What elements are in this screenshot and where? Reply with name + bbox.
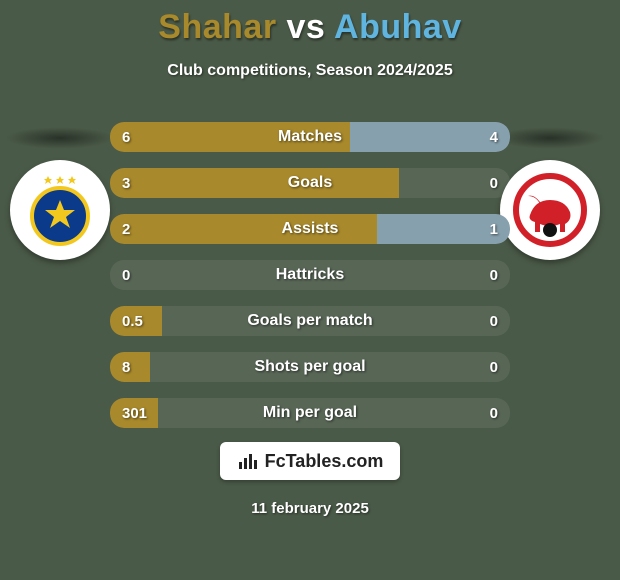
stat-bar-value-right: 0	[490, 260, 498, 290]
stat-bar: Hattricks0 0	[110, 260, 510, 290]
title-player2: Abuhav	[334, 8, 462, 46]
stat-bar: Goals3 0	[110, 168, 510, 198]
stat-bar-value-right: 1	[490, 214, 498, 244]
stat-bar-value-left: 0.5	[122, 306, 143, 336]
stat-bar-label: Matches	[110, 122, 510, 152]
stat-bar-label: Shots per goal	[110, 352, 510, 382]
stat-bar-value-right: 0	[490, 352, 498, 382]
stat-bar-value-left: 8	[122, 352, 130, 382]
shadow-right	[495, 127, 605, 149]
stat-bar-value-left: 6	[122, 122, 130, 152]
stat-bar-label: Hattricks	[110, 260, 510, 290]
stat-bar: Matches6 4	[110, 122, 510, 152]
stat-bar-label: Goals per match	[110, 306, 510, 336]
stat-bar-value-left: 301	[122, 398, 147, 428]
stat-bar-value-right: 0	[490, 306, 498, 336]
source-badge: FcTables.com	[220, 442, 400, 480]
stat-bar: Assists2 1	[110, 214, 510, 244]
title-vs: vs	[287, 8, 326, 46]
subtitle: Club competitions, Season 2024/2025	[0, 62, 620, 80]
stat-bar-value-left: 2	[122, 214, 130, 244]
stat-bar-label: Goals	[110, 168, 510, 198]
stat-bar-value-right: 0	[490, 168, 498, 198]
chart-bars-icon	[237, 450, 259, 472]
club-crest-left-icon	[20, 170, 100, 250]
club-badge-left	[10, 160, 110, 260]
footer-date: 11 february 2025	[0, 500, 620, 517]
page-title: Shahar vs Abuhav	[0, 8, 620, 47]
stat-bar-label: Assists	[110, 214, 510, 244]
shadow-left	[5, 127, 115, 149]
club-crest-right-icon	[510, 170, 590, 250]
stat-bar-label: Min per goal	[110, 398, 510, 428]
club-badge-right	[500, 160, 600, 260]
title-player1: Shahar	[158, 8, 276, 46]
stat-bar-value-right: 0	[490, 398, 498, 428]
background	[0, 0, 620, 580]
stat-bar-value-left: 3	[122, 168, 130, 198]
stat-bar: Shots per goal8 0	[110, 352, 510, 382]
source-badge-text: FcTables.com	[265, 451, 384, 472]
stat-bar-value-left: 0	[122, 260, 130, 290]
stat-bar-value-right: 4	[490, 122, 498, 152]
stat-bar: Min per goal301 0	[110, 398, 510, 428]
stat-bar: Goals per match0.5 0	[110, 306, 510, 336]
